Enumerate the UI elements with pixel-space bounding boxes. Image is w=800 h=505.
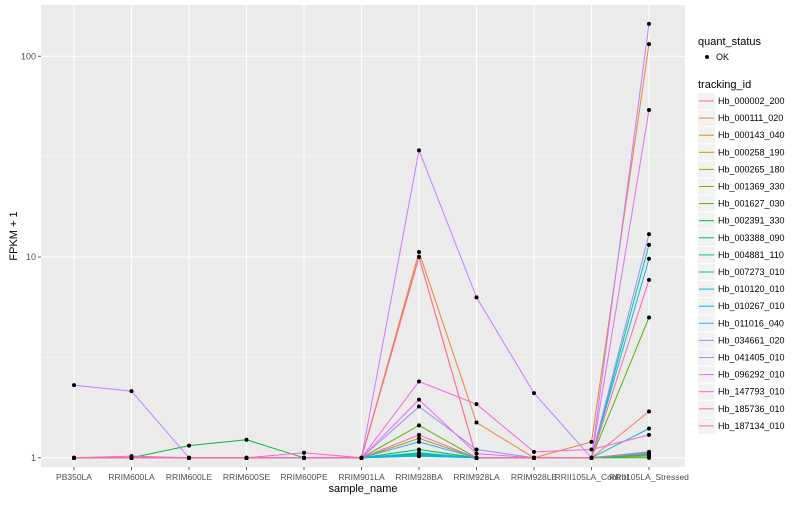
x-tick-label: RRIM928LA: [453, 472, 500, 482]
legend-quant-status-label: OK: [716, 52, 729, 62]
minor-gridlines: [41, 156, 685, 358]
x-axis: PB350LA RRIM600LA RRIM600LE RRIM600SE RRIM60…: [56, 467, 689, 482]
y-axis-title: FPKM + 1: [8, 211, 20, 260]
legend-item-label: Hb_000143_040: [718, 130, 785, 140]
data-point: [647, 455, 651, 460]
legend-quant-status-entries: OK: [705, 52, 729, 62]
legend-item-label: Hb_004881_110: [718, 250, 784, 260]
data-points: [72, 21, 651, 460]
x-tick-label: RRII105LA_Control: [555, 472, 629, 482]
data-point: [589, 455, 594, 460]
legend-item-label: Hb_000002_200: [718, 96, 785, 106]
data-point: [417, 423, 421, 428]
x-tick-label: RRIM600LA: [108, 472, 155, 482]
data-point: [474, 451, 479, 456]
data-point: [129, 389, 134, 394]
data-point: [417, 379, 421, 384]
data-point: [474, 420, 479, 425]
data-point: [417, 432, 421, 437]
data-point: [417, 404, 421, 409]
legend-item-label: Hb_000265_180: [718, 164, 785, 174]
data-point: [244, 437, 249, 442]
legend-item-label: Hb_001627_030: [718, 199, 785, 209]
x-tick-label: RRIM928BA: [395, 472, 443, 482]
data-point: [129, 455, 134, 460]
x-tick-label: RRIM600SE: [223, 472, 271, 482]
data-point: [647, 450, 651, 455]
legend-item-label: Hb_010120_010: [718, 284, 785, 294]
data-point: [647, 409, 651, 414]
data-point: [474, 402, 479, 407]
legend-item-label: Hb_011016_040: [718, 318, 784, 328]
legend-item-label: Hb_185736_010: [718, 404, 785, 414]
x-tick-label: RRII105LA_Stressed: [609, 472, 689, 482]
data-point: [647, 242, 651, 247]
x-tick-label: RRIM600PE: [280, 472, 328, 482]
x-tick-label: RRIM600LE: [166, 472, 213, 482]
data-point: [187, 443, 191, 448]
data-point: [647, 315, 651, 320]
legend-item-label: Hb_007273_010: [718, 267, 785, 277]
data-point: [647, 42, 651, 47]
y-tick-label: 100: [21, 51, 36, 61]
data-point: [647, 256, 651, 261]
data-point: [532, 449, 536, 454]
data-point: [532, 391, 536, 396]
legend-item-label: Hb_010267_010: [718, 301, 785, 311]
x-axis-title: sample_name: [328, 483, 397, 495]
legend-item-label: Hb_041405_010: [718, 353, 785, 363]
x-tick-label: RRIM901LA: [338, 472, 385, 482]
data-point: [417, 447, 421, 452]
data-point: [417, 450, 421, 455]
data-point: [417, 148, 421, 153]
legend-item-label: Hb_003388_090: [718, 233, 785, 243]
data-point: [589, 447, 594, 452]
legend-item-label: Hb_034661_020: [718, 335, 785, 345]
plot-panel: [41, 5, 685, 467]
data-point: [417, 454, 421, 459]
legend-quant-status-key: [705, 55, 709, 59]
y-axis: 1 10 100: [21, 51, 41, 463]
data-point: [244, 455, 249, 460]
data-point: [647, 277, 651, 282]
legend-item-label: Hb_000258_190: [718, 147, 785, 157]
legend-title-quant-status: quant_status: [698, 36, 761, 48]
legend-title-tracking-id: tracking_id: [698, 79, 751, 91]
data-point: [647, 107, 651, 112]
data-point: [359, 455, 364, 460]
data-point: [417, 439, 421, 444]
y-tick-label: 10: [26, 252, 36, 262]
data-point: [647, 426, 651, 431]
legend: quant_status OK tracking_id Hb_000002_20…: [698, 36, 785, 434]
data-point: [474, 295, 479, 300]
legend-item-label: Hb_096292_010: [718, 370, 785, 380]
y-tick-label: 1: [31, 453, 36, 463]
data-point: [72, 383, 76, 388]
legend-item-label: Hb_147793_010: [718, 387, 785, 397]
x-tick-label: PB350LA: [56, 472, 92, 482]
data-point: [72, 455, 76, 460]
data-point: [417, 255, 421, 260]
legend-item-label: Hb_000111_020: [718, 113, 783, 123]
data-point: [417, 436, 421, 441]
legend-item-label: Hb_187134_010: [718, 421, 785, 431]
data-point: [647, 21, 651, 26]
data-point: [474, 455, 479, 460]
data-point: [302, 455, 306, 460]
data-point: [417, 249, 421, 254]
data-point: [647, 432, 651, 437]
legend-tracking-entries: Hb_000002_200 Hb_000111_020 Hb_000143_040 H…: [698, 93, 785, 434]
x-tick-label: RRIM928LE: [511, 472, 558, 482]
legend-item-label: Hb_001369_330: [718, 182, 785, 192]
data-point: [417, 397, 421, 402]
legend-item-label: Hb_002391_330: [718, 216, 785, 226]
data-point: [647, 232, 651, 237]
data-point: [187, 455, 191, 460]
data-point: [589, 439, 594, 444]
data-point: [302, 450, 306, 455]
data-point: [532, 455, 536, 460]
data-point: [474, 447, 479, 452]
